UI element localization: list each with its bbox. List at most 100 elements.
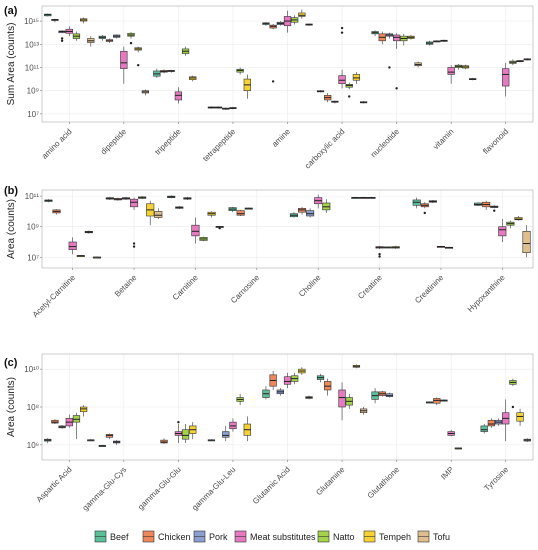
- box-dipeptide-natto: [127, 32, 135, 45]
- panel-a: 10⁷ 10⁹ 10¹¹ 10¹³ 10¹⁵ Sum Area (counts) (a) am…: [4, 5, 534, 171]
- category-label-gamma-glu-leu: gamma-Glu-Leu: [190, 465, 237, 512]
- panel-frame: [41, 353, 534, 461]
- box-vitamin-meat-substitutes: [447, 65, 455, 84]
- legend-item-pork: Pork: [193, 530, 228, 543]
- box-dipeptide-meat-substitutes: [120, 46, 128, 84]
- box-body: [236, 210, 245, 216]
- box-carnitine-chicken: [175, 206, 184, 210]
- outlier-point: [340, 31, 344, 34]
- box-aspartic-acid-meat-substitutes: [65, 414, 73, 428]
- outlier-point: [271, 80, 275, 83]
- box-body: [352, 74, 361, 81]
- y-tick-label: 10⁸: [27, 403, 39, 412]
- category-label-gamma-glu-cys: gamma-Glu-Cys: [81, 465, 129, 513]
- outlier-point: [423, 211, 426, 215]
- y-tick-label: 10¹⁵: [24, 17, 39, 26]
- box-tetrapeptide-pork: [222, 107, 230, 110]
- category-label-tripeptide: tripeptide: [153, 127, 183, 157]
- box-glutamine-chicken: [324, 378, 332, 396]
- box-gamma-glu-leu-pork: [222, 425, 230, 442]
- box-choline-natto: [322, 199, 331, 213]
- box-tripeptide-beef: [153, 68, 161, 78]
- panel-frame: [41, 189, 534, 269]
- box-body: [222, 431, 230, 438]
- box-carboxylic-acid-beef: [316, 90, 325, 93]
- box-betaine-tofu: [154, 208, 163, 220]
- outlier-point: [177, 420, 180, 424]
- box-imp-meat-substitutes: [447, 429, 455, 437]
- box-body: [154, 211, 163, 218]
- box-glutathione-pork: [385, 392, 394, 398]
- box-carnitine-tempeh: [207, 211, 216, 218]
- box-hypoxanthine-chicken: [482, 200, 491, 210]
- box-glutamic-acid-chicken: [269, 371, 277, 390]
- category-label-gamma-glu-glu: gamma-Glu-Glu: [136, 465, 183, 512]
- box-aspartic-acid-pork: [58, 424, 66, 429]
- y-axis-title: Sum Area (counts): [6, 23, 17, 106]
- panel-b: 10⁷ 10⁹ 10¹¹ Area (counts) (b) Acetyl-Carniti…: [4, 185, 534, 319]
- box-vitamin-tempeh: [461, 64, 470, 70]
- box-tyrosine-natto: [509, 378, 517, 409]
- box-aspartic-acid-tempeh: [80, 405, 88, 417]
- box-creatinine-natto: [444, 246, 454, 249]
- category-label-aspartic-acid: Aspartic Acid: [35, 465, 74, 504]
- box-tripeptide-tempeh: [189, 75, 197, 82]
- box-creatine-natto: [383, 246, 392, 249]
- box-tripeptide-pork: [167, 69, 175, 73]
- box-vitamin-tofu: [469, 77, 477, 81]
- box-glutamic-acid-pork: [276, 388, 284, 396]
- box-tetrapeptide-beef: [207, 106, 216, 109]
- box-body: [283, 376, 292, 385]
- category-label-flavonoid: flavonoid: [481, 127, 510, 156]
- box-acetyl-carnitine-beef: [44, 199, 53, 203]
- box-nucleotide-tofu: [414, 61, 422, 68]
- y-tick-label: 10⁹: [27, 223, 39, 232]
- box-carnitine-tofu: [215, 225, 224, 230]
- category-label-tyrosine: Tyrosine: [482, 465, 510, 493]
- category-label-creatinine: Creatinine: [413, 273, 446, 306]
- box-tetrapeptide-tempeh: [243, 74, 251, 99]
- panel-label: (c): [4, 357, 18, 369]
- box-tetrapeptide-natto: [236, 67, 244, 75]
- box-aspartic-acid-chicken: [51, 419, 59, 425]
- box-flavonoid-meat-substitutes: [502, 62, 510, 97]
- box-body: [68, 241, 77, 250]
- y-axis-title: Area (counts): [6, 377, 17, 437]
- box-body: [338, 389, 346, 408]
- box-carboxylic-acid-chicken: [324, 93, 332, 103]
- category-label-carboxylic-acid: carboxylic acid: [303, 127, 346, 170]
- box-creatine-tempeh: [391, 245, 400, 249]
- outlier-point: [132, 245, 136, 248]
- category-label-hypoxanthine: Hypoxanthine: [466, 273, 507, 314]
- legend-item-tofu: Tofu: [417, 530, 450, 543]
- box-amino-acid-natto: [72, 31, 81, 41]
- box-dipeptide-tempeh: [134, 46, 142, 67]
- box-tripeptide-natto: [181, 46, 190, 56]
- box-imp-natto: [454, 447, 462, 450]
- legend-label: Tempeh: [379, 532, 411, 542]
- legend-label: Chicken: [158, 532, 191, 542]
- box-amino-acid-tofu: [87, 36, 95, 47]
- legend-item-meat-substitutes: Meat substitutes: [234, 530, 316, 543]
- box-glutamine-beef: [316, 373, 325, 383]
- box-acetyl-carnitine-meat-substitutes: [68, 237, 77, 255]
- box-tyrosine-meat-substitutes: [502, 399, 510, 442]
- box-glutamine-tofu: [359, 407, 368, 415]
- outlier-point: [511, 405, 515, 409]
- box-carboxylic-acid-tempeh: [352, 72, 361, 84]
- y-tick-label: 10⁷: [27, 110, 39, 119]
- box-betaine-natto: [138, 196, 147, 200]
- box-amino-acid-meat-substitutes: [65, 26, 73, 37]
- box-gamma-glu-cys-pork: [113, 440, 121, 445]
- box-betaine-chicken: [113, 197, 122, 201]
- outlier-point: [378, 255, 381, 258]
- box-body: [174, 91, 183, 101]
- box-tyrosine-tofu: [523, 438, 531, 443]
- box-nucleotide-meat-substitutes: [392, 33, 401, 90]
- box-vitamin-chicken: [433, 40, 441, 43]
- box-amine-beef: [262, 22, 270, 26]
- box-dipeptide-beef: [98, 35, 106, 41]
- box-carnitine-natto: [199, 236, 208, 242]
- category-label-nucleotide: nucleotide: [369, 127, 402, 160]
